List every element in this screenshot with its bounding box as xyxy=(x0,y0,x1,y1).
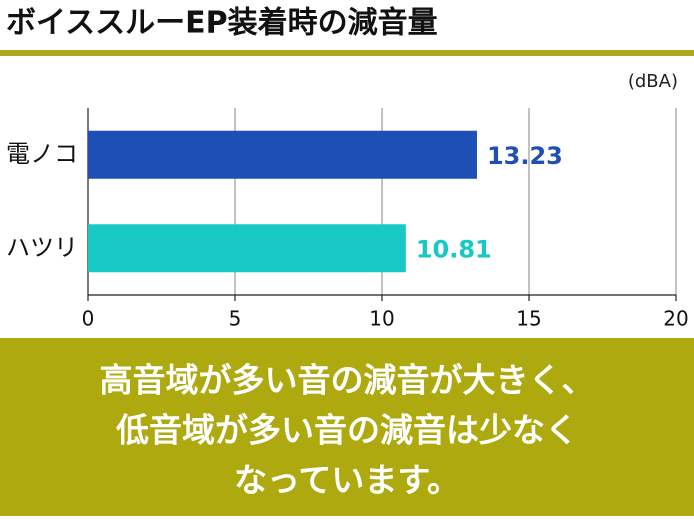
chart-title: ボイススルーEP装着時の減音量 xyxy=(6,6,438,41)
banner-text: 低音域が多い音の減音は少なく xyxy=(116,411,578,450)
y-tick-label: 電ノコ xyxy=(6,140,78,168)
value-label: 10.81 xyxy=(416,235,492,263)
title-underline xyxy=(0,50,694,56)
x-tick-label: 5 xyxy=(229,307,242,331)
unit-label: (dBA) xyxy=(628,71,678,92)
bar xyxy=(88,130,477,179)
x-tick-label: 15 xyxy=(516,307,541,331)
banner-text: なっています。 xyxy=(234,461,460,500)
y-tick-label: ハツリ xyxy=(6,233,78,261)
x-tick-label: 0 xyxy=(82,307,95,331)
banner-text: 高音域が多い音の減音が大きく、 xyxy=(100,361,595,400)
value-label: 13.23 xyxy=(487,142,563,170)
x-tick-label: 20 xyxy=(663,307,688,331)
banner xyxy=(0,338,694,516)
bar xyxy=(88,224,406,273)
x-tick-label: 10 xyxy=(369,307,394,331)
